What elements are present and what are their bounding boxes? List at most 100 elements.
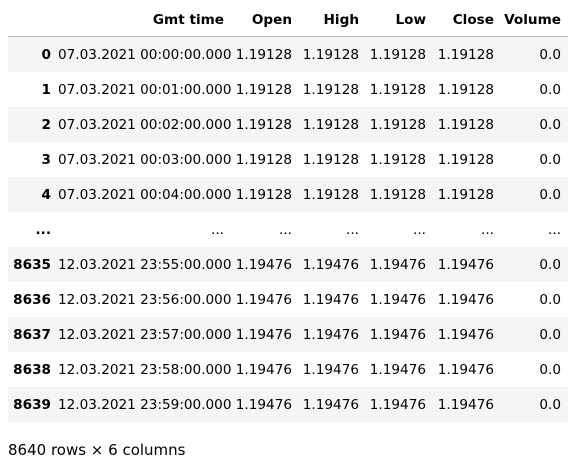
table-row: 8637 12.03.2021 23:57:00.000 1.19476 1.1… [8,317,568,352]
cell-low: 1.19128 [369,151,426,168]
cell-open: 1.19476 [235,326,292,343]
cell-gmt-time: 12.03.2021 23:59:00.000 [58,396,232,413]
row-index: 3 [41,151,51,168]
cell-gmt-time: 07.03.2021 00:04:00.000 [58,186,232,203]
cell-close: 1.19476 [437,361,494,378]
dataframe-shape-label: 8640 rows × 6 columns [8,441,186,459]
cell-gmt-time: 12.03.2021 23:56:00.000 [58,291,232,308]
row-index: 8637 [13,326,51,343]
cell-ellipsis: ... [211,221,224,238]
column-header-gmt-time: Gmt time [58,3,231,37]
cell-open: 1.19476 [235,396,292,413]
cell-high: 1.19476 [302,361,359,378]
table-row: 8638 12.03.2021 23:58:00.000 1.19476 1.1… [8,352,568,387]
cell-ellipsis: ... [548,221,561,238]
column-header-close: Close [433,3,501,37]
cell-close: 1.19128 [437,81,494,98]
cell-volume: 0.0 [539,81,561,98]
cell-volume: 0.0 [539,361,561,378]
column-header-index [8,3,58,37]
cell-high: 1.19476 [302,396,359,413]
column-header-low: Low [366,3,433,37]
cell-high: 1.19476 [302,256,359,273]
row-index-ellipsis: ... [35,221,52,238]
cell-gmt-time: 07.03.2021 00:01:00.000 [58,81,232,98]
cell-high: 1.19128 [302,116,359,133]
cell-ellipsis: ... [481,221,494,238]
cell-open: 1.19128 [235,151,292,168]
cell-low: 1.19476 [369,361,426,378]
cell-close: 1.19128 [437,186,494,203]
cell-high: 1.19476 [302,326,359,343]
cell-gmt-time: 07.03.2021 00:00:00.000 [58,46,232,63]
table-row: 8635 12.03.2021 23:55:00.000 1.19476 1.1… [8,247,568,282]
cell-high: 1.19128 [302,151,359,168]
cell-open: 1.19476 [235,256,292,273]
table-row: 0 07.03.2021 00:00:00.000 1.19128 1.1912… [8,36,568,72]
cell-high: 1.19128 [302,81,359,98]
cell-close: 1.19476 [437,256,494,273]
row-index: 4 [41,186,51,203]
row-index: 8635 [13,256,51,273]
cell-high: 1.19476 [302,291,359,308]
cell-gmt-time: 12.03.2021 23:55:00.000 [58,256,232,273]
table-row: 4 07.03.2021 00:04:00.000 1.19128 1.1912… [8,177,568,212]
cell-low: 1.19476 [369,256,426,273]
cell-gmt-time: 12.03.2021 23:58:00.000 [58,361,232,378]
column-header-open: Open [231,3,299,37]
row-index: 8638 [13,361,51,378]
row-index: 1 [41,81,51,98]
cell-ellipsis: ... [346,221,359,238]
cell-close: 1.19128 [437,46,494,63]
table-row: 2 07.03.2021 00:02:00.000 1.19128 1.1912… [8,107,568,142]
cell-open: 1.19128 [235,116,292,133]
cell-low: 1.19128 [369,116,426,133]
cell-low: 1.19476 [369,291,426,308]
cell-ellipsis: ... [279,221,292,238]
cell-open: 1.19476 [235,361,292,378]
row-index: 0 [41,46,51,63]
table-row: 8639 12.03.2021 23:59:00.000 1.19476 1.1… [8,387,568,422]
cell-low: 1.19128 [369,46,426,63]
cell-open: 1.19128 [235,46,292,63]
column-header-high: High [299,3,366,37]
header-row: Gmt time Open High Low Close Volume [8,3,568,37]
row-index: 2 [41,116,51,133]
cell-close: 1.19128 [437,116,494,133]
cell-volume: 0.0 [539,291,561,308]
cell-volume: 0.0 [539,46,561,63]
cell-ellipsis: ... [413,221,426,238]
cell-gmt-time: 12.03.2021 23:57:00.000 [58,326,232,343]
table-body: 0 07.03.2021 00:00:00.000 1.19128 1.1912… [8,36,568,422]
cell-open: 1.19476 [235,291,292,308]
cell-gmt-time: 07.03.2021 00:03:00.000 [58,151,232,168]
table-row: 8636 12.03.2021 23:56:00.000 1.19476 1.1… [8,282,568,317]
dataframe-table: Gmt time Open High Low Close Volume 0 07… [8,3,568,422]
cell-open: 1.19128 [235,186,292,203]
row-index: 8636 [13,291,51,308]
cell-close: 1.19476 [437,326,494,343]
dataframe-output: Gmt time Open High Low Close Volume 0 07… [8,3,568,422]
cell-volume: 0.0 [539,186,561,203]
cell-close: 1.19476 [437,291,494,308]
table-header: Gmt time Open High Low Close Volume [8,3,568,37]
cell-low: 1.19476 [369,326,426,343]
cell-high: 1.19128 [302,186,359,203]
cell-volume: 0.0 [539,256,561,273]
cell-close: 1.19128 [437,151,494,168]
cell-low: 1.19128 [369,186,426,203]
cell-volume: 0.0 [539,326,561,343]
row-index: 8639 [13,396,51,413]
cell-low: 1.19476 [369,396,426,413]
cell-close: 1.19476 [437,396,494,413]
table-row-ellipsis: ... ... ... ... ... ... ... [8,212,568,247]
table-row: 3 07.03.2021 00:03:00.000 1.19128 1.1912… [8,142,568,177]
cell-volume: 0.0 [539,396,561,413]
cell-volume: 0.0 [539,151,561,168]
cell-volume: 0.0 [539,116,561,133]
column-header-volume: Volume [501,3,568,37]
table-row: 1 07.03.2021 00:01:00.000 1.19128 1.1912… [8,72,568,107]
cell-gmt-time: 07.03.2021 00:02:00.000 [58,116,232,133]
cell-open: 1.19128 [235,81,292,98]
cell-low: 1.19128 [369,81,426,98]
